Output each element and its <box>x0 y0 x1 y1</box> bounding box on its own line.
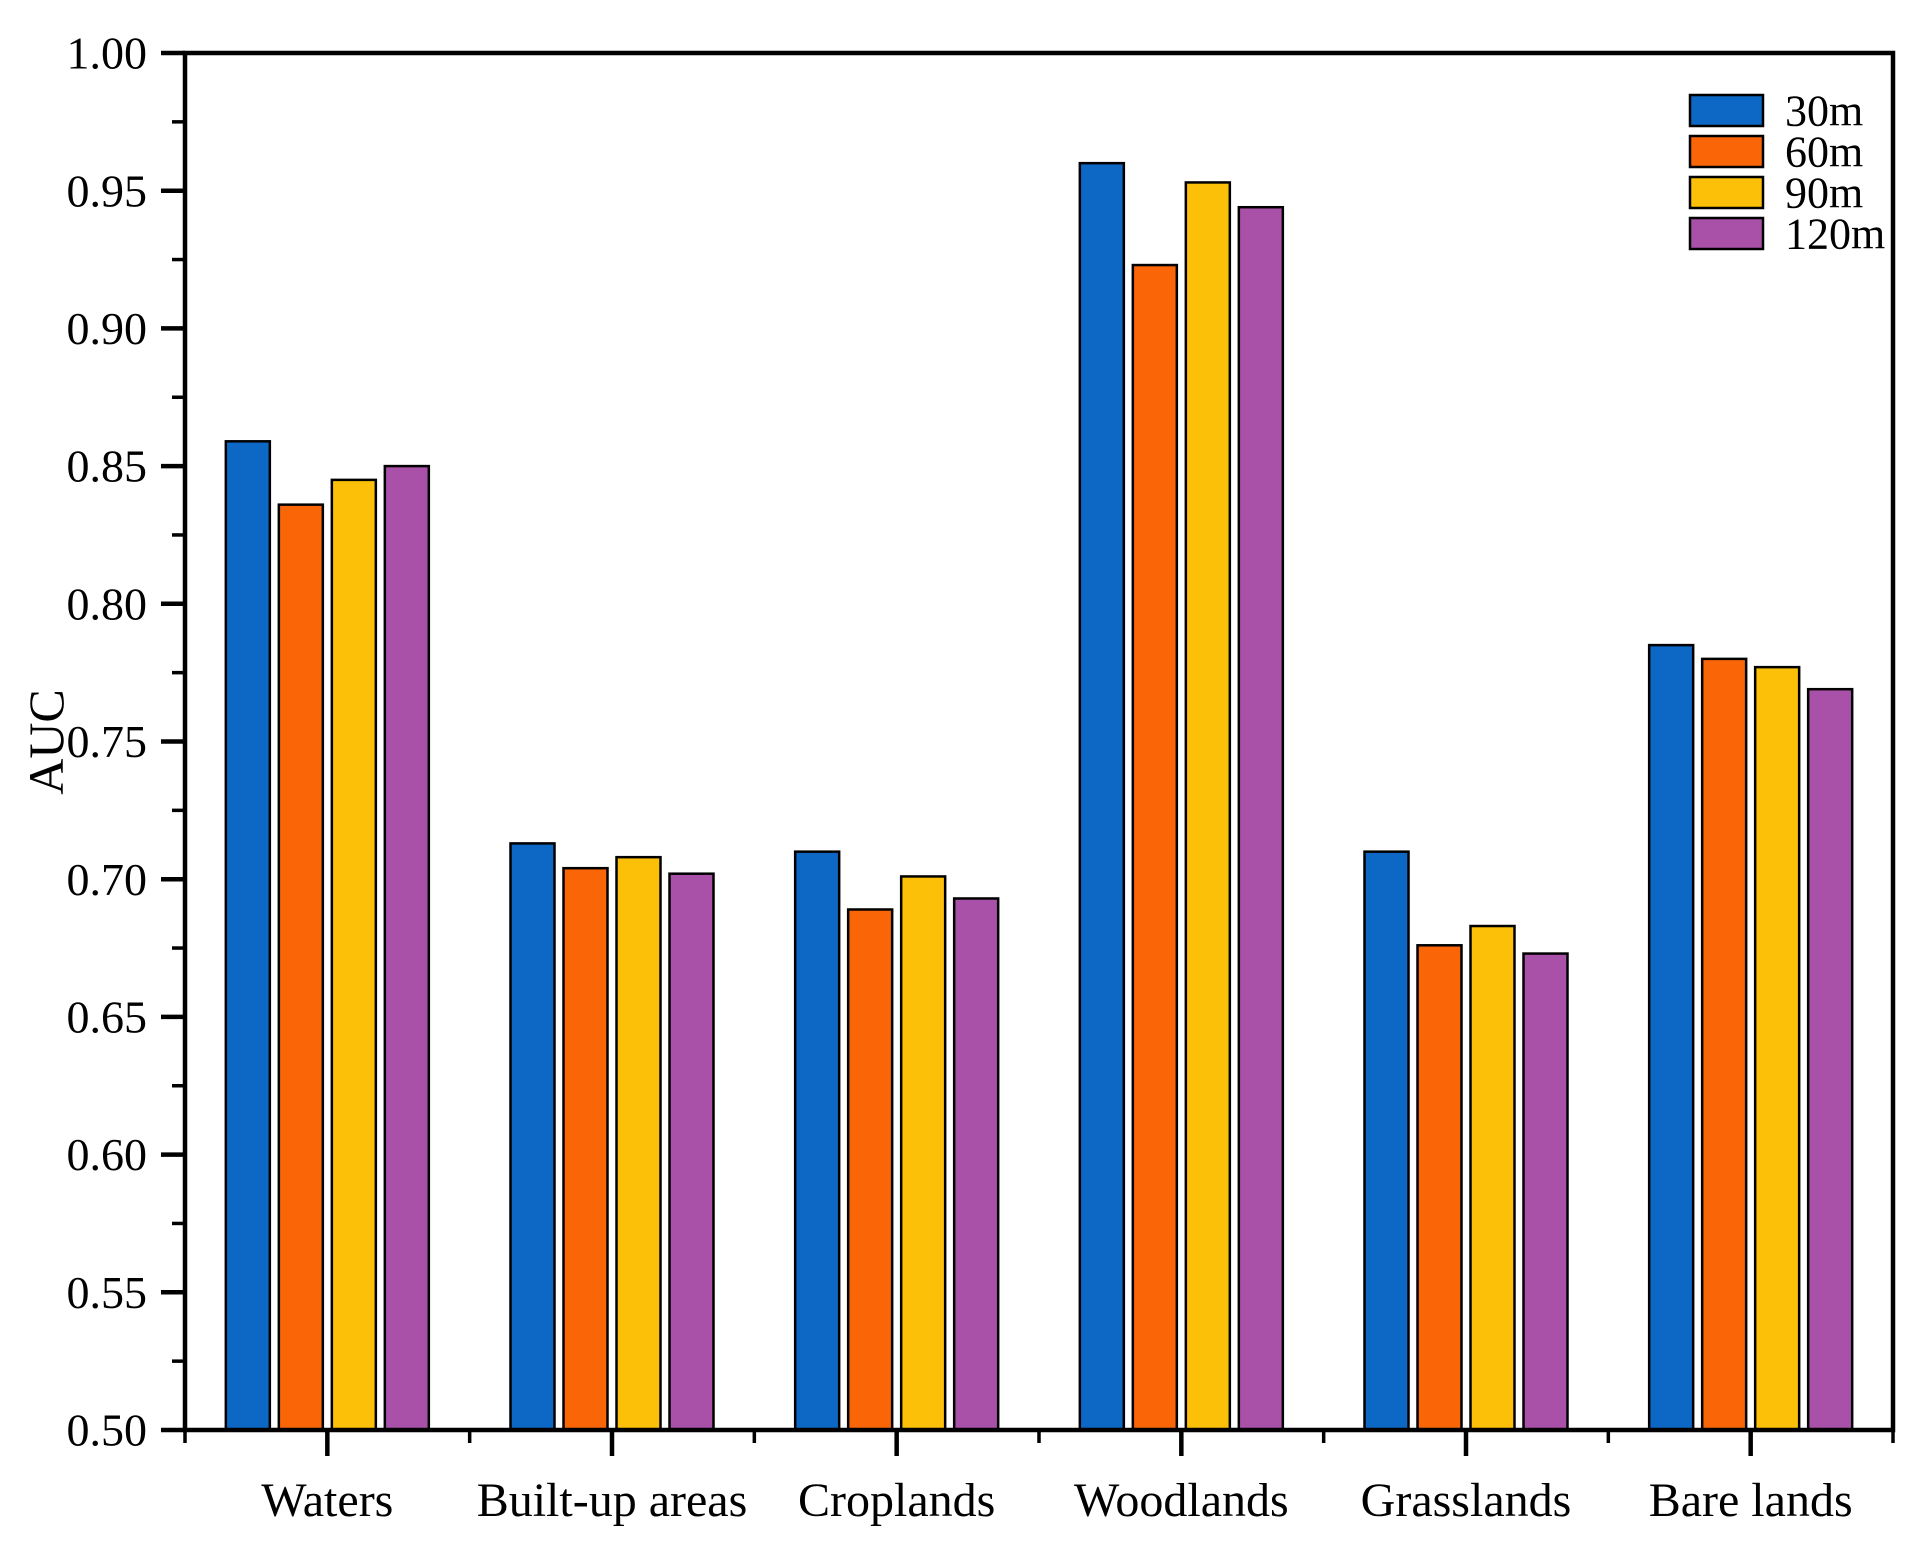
y-tick-label: 0.90 <box>67 303 148 354</box>
bar-90m-waters <box>330 478 378 1432</box>
bar-90m-woodlands <box>1184 181 1232 1432</box>
y-tick-label: 0.50 <box>67 1405 148 1456</box>
y-tick-label: 0.60 <box>67 1129 148 1180</box>
bar-30m-waters <box>224 440 272 1432</box>
bar-60m-croplands <box>846 908 894 1432</box>
y-tick-label: 1.00 <box>67 28 148 79</box>
x-category-label-waters: Waters <box>261 1474 393 1527</box>
bar-30m-grasslands <box>1363 850 1410 1432</box>
bar-60m-grasslands <box>1416 944 1463 1432</box>
bar-60m-waters <box>277 503 325 1432</box>
bar-60m-woodlands <box>1131 263 1179 1432</box>
bar-120m-built-up-areas <box>668 872 715 1432</box>
y-tick-label: 0.70 <box>67 854 148 905</box>
legend-label-90m: 90m <box>1785 168 1863 217</box>
plot-border <box>182 50 1896 1433</box>
bar-30m-built-up-areas <box>509 842 556 1432</box>
y-tick-label: 0.55 <box>67 1267 148 1318</box>
bar-120m-woodlands <box>1237 205 1285 1432</box>
bar-120m-grasslands <box>1522 952 1569 1432</box>
bar-90m-built-up-areas <box>615 855 662 1432</box>
y-tick-label: 0.85 <box>67 441 148 492</box>
legend-swatch-30m <box>1688 93 1765 128</box>
bar-60m-bare-lands <box>1700 657 1748 1432</box>
x-category-label-bare-lands: Bare lands <box>1649 1474 1853 1527</box>
bar-60m-built-up-areas <box>562 866 609 1432</box>
bar-30m-woodlands <box>1078 161 1126 1432</box>
y-axis-title: AUC <box>18 689 74 795</box>
bar-30m-croplands <box>793 850 841 1432</box>
y-tick-label: 0.75 <box>67 716 148 767</box>
legend-label-30m: 30m <box>1785 86 1863 135</box>
y-tick-label: 0.95 <box>67 165 148 216</box>
x-category-label-grasslands: Grasslands <box>1361 1474 1572 1527</box>
x-category-label-woodlands: Woodlands <box>1074 1474 1289 1527</box>
legend-label-120m: 120m <box>1785 209 1885 258</box>
bar-120m-waters <box>383 464 431 1432</box>
bar-120m-croplands <box>952 897 1000 1432</box>
bar-90m-croplands <box>899 875 947 1432</box>
bar-120m-bare-lands <box>1806 687 1854 1432</box>
bar-90m-bare-lands <box>1753 665 1801 1432</box>
y-tick-label: 0.65 <box>67 992 148 1043</box>
legend-swatch-90m <box>1688 175 1765 210</box>
legend-swatch-60m <box>1688 134 1765 169</box>
bar-30m-bare-lands <box>1647 643 1695 1432</box>
legend-swatch-120m <box>1688 216 1765 251</box>
bar-90m-grasslands <box>1469 924 1516 1432</box>
x-category-label-built-up-areas: Built-up areas <box>477 1474 748 1527</box>
y-tick-label: 0.80 <box>67 578 148 629</box>
x-category-label-croplands: Croplands <box>798 1474 995 1527</box>
legend-label-60m: 60m <box>1785 127 1863 176</box>
